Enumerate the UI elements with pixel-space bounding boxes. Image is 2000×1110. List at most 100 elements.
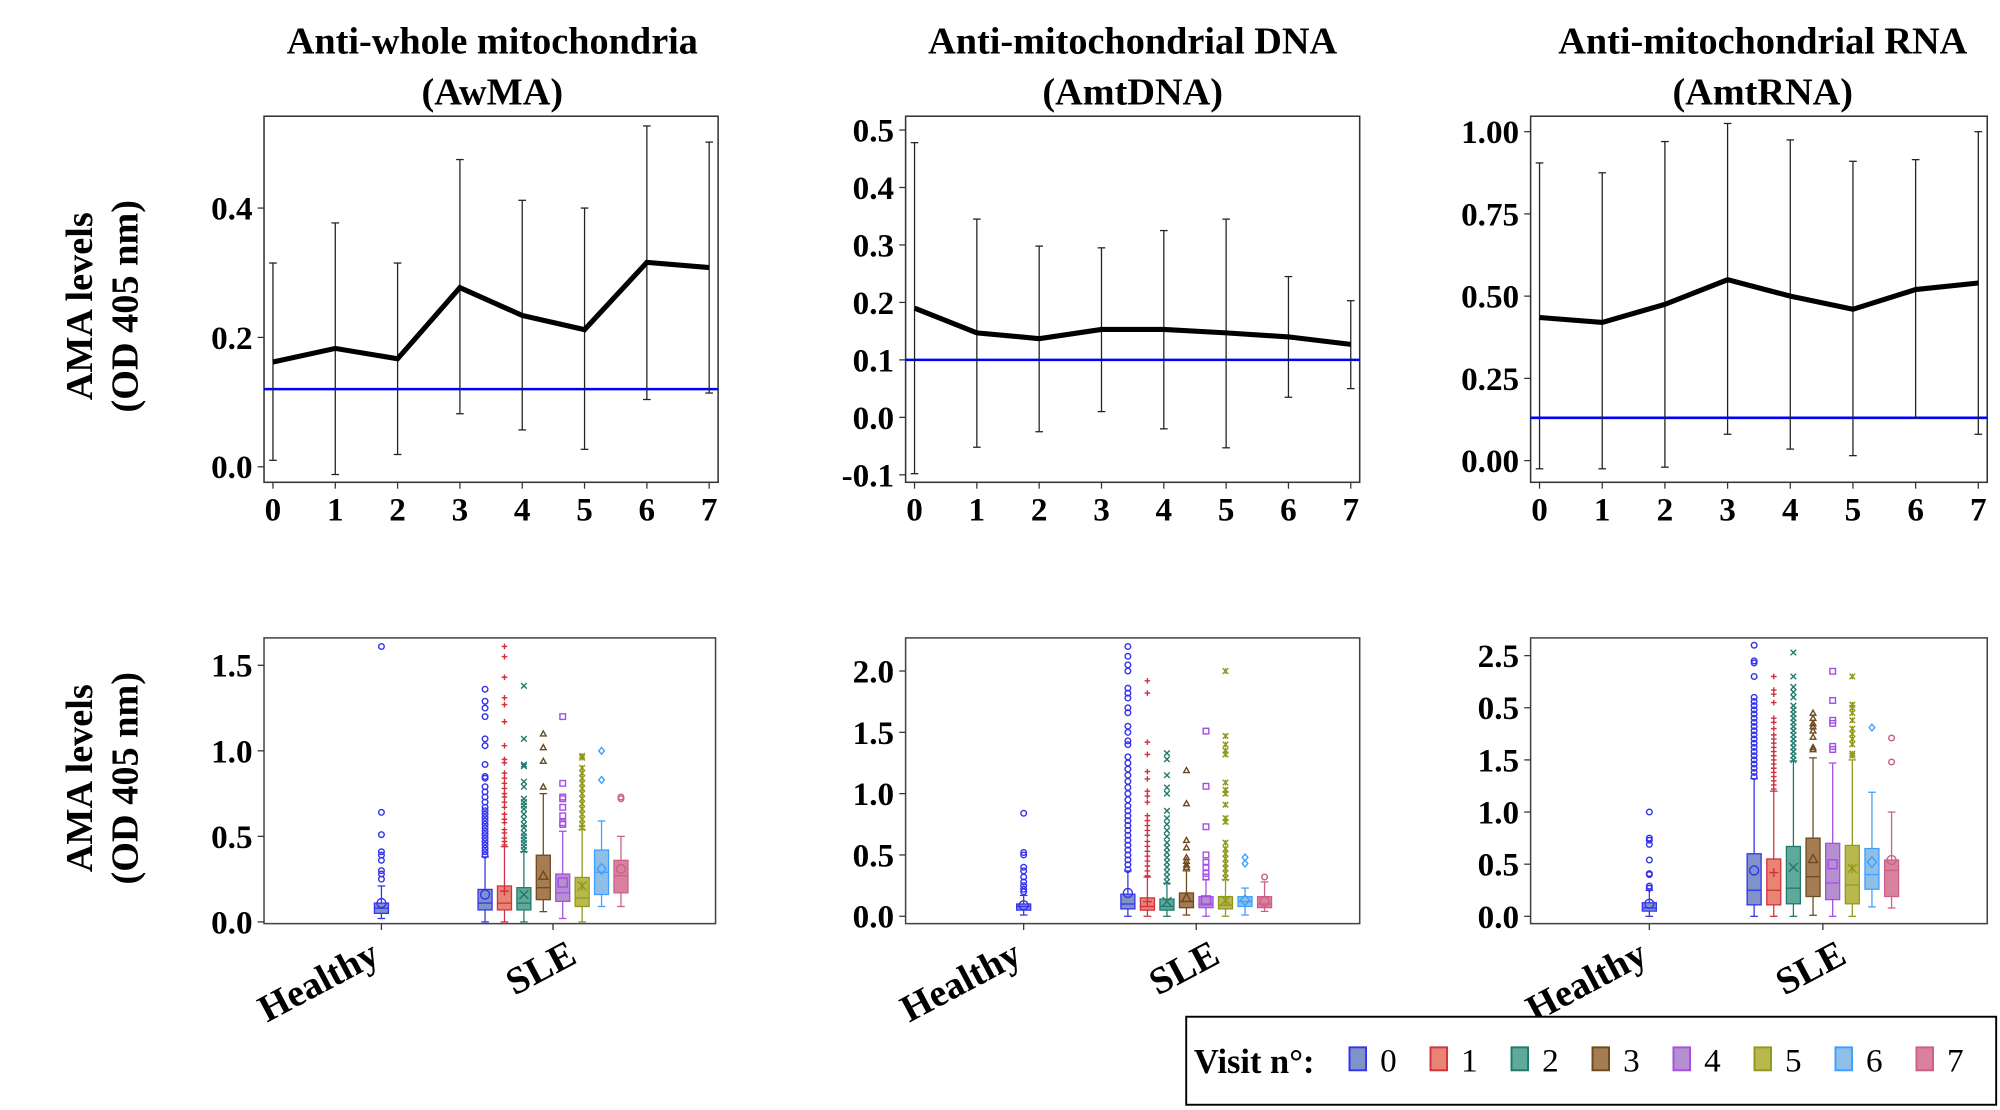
outlier-point [1182, 856, 1191, 865]
outlier-point [1124, 722, 1132, 730]
outlier-point [1163, 854, 1171, 861]
outlier-point [1144, 863, 1151, 869]
x-tick-label: 0 [265, 492, 282, 529]
outlier-point [1144, 812, 1151, 819]
outlier-point [1124, 851, 1132, 859]
legend-item-visit-2: 2 [1510, 1043, 1559, 1080]
x-tick-label: 4 [514, 492, 531, 529]
outlier-point [1750, 714, 1758, 722]
mean-marker [1180, 891, 1193, 903]
outlier-point [1144, 853, 1151, 859]
outlier-point [481, 841, 489, 849]
outlier-point [520, 778, 528, 785]
x-tick-label: 0 [1531, 492, 1548, 529]
outlier-point [1163, 849, 1171, 856]
legend-item-visit-7: 7 [1915, 1043, 1964, 1080]
y-tick-label: 1.0 [1478, 795, 1519, 832]
outlier-point [1849, 740, 1856, 748]
outlier-point [377, 867, 385, 875]
outlier-point [1750, 641, 1758, 649]
outlier-point [481, 735, 489, 743]
legend-label: 6 [1866, 1043, 1883, 1080]
boxplot-visit-2 [516, 682, 532, 923]
outlier-point [481, 685, 489, 693]
outlier-point [1750, 731, 1758, 739]
outlier-point [1790, 688, 1797, 696]
outlier-point [501, 756, 508, 763]
mean-marker [1142, 897, 1152, 907]
outlier-point [1750, 748, 1758, 756]
line-panel-0: 0.0 0.2 0.4 0 1 2 3 4 5 6 7 [211, 115, 719, 529]
box [1805, 837, 1821, 898]
outlier-point [1144, 678, 1151, 684]
outlier-point [1750, 768, 1758, 776]
mean-marker [1018, 900, 1029, 911]
outlier-point [481, 817, 489, 825]
legend-swatch [1753, 1046, 1773, 1072]
outlier-point [1770, 699, 1777, 706]
boxplot-visit-4 [1198, 727, 1214, 917]
outlier-point [1163, 784, 1171, 791]
y-tick-label: 2.0 [853, 653, 894, 690]
legend-swatch [1510, 1046, 1530, 1072]
legend-label: 4 [1704, 1043, 1721, 1080]
y-tick-label: 0.5 [1478, 690, 1519, 727]
mean-line [272, 259, 710, 365]
legend-item-visit-5: 5 [1753, 1043, 1802, 1080]
legend-swatch [1429, 1046, 1449, 1072]
outlier-point [1809, 719, 1818, 727]
box [1641, 902, 1657, 912]
outlier-point [1222, 747, 1229, 755]
mean-marker [1200, 895, 1212, 906]
boxplot-visit-3 [1178, 766, 1195, 916]
outlier-point [1163, 868, 1171, 876]
outlier-point [1202, 782, 1210, 790]
outlier-point [1020, 851, 1028, 859]
outlier-point [1163, 878, 1171, 886]
outlier-point [578, 774, 586, 782]
outlier-point [1124, 807, 1132, 815]
mean-marker [577, 881, 588, 891]
legend-item-visit-4: 4 [1672, 1043, 1721, 1080]
outlier-point [1222, 786, 1229, 794]
box [516, 887, 532, 911]
outlier-point [481, 820, 489, 828]
mean-line [913, 305, 1352, 347]
outlier-point [1222, 667, 1229, 675]
outlier-point [501, 718, 508, 725]
outlier-point [1222, 741, 1229, 748]
outlier-point [501, 770, 508, 776]
y-axis-label-top-line1: AMA levels [59, 212, 101, 400]
outlier-point [1163, 771, 1171, 779]
outlier-point [1222, 801, 1229, 808]
y-tick-label: 1.00 [1461, 114, 1519, 151]
outlier-point [1829, 696, 1837, 704]
outlier-point [1222, 870, 1229, 877]
mean-marker [615, 863, 627, 875]
x-tick-label: 3 [1093, 492, 1110, 529]
outlier-point [1202, 858, 1210, 866]
boxplot-visit-0 [373, 642, 390, 920]
outlier-point [1888, 734, 1896, 742]
outlier-point [1144, 690, 1151, 696]
outlier-point [578, 769, 586, 777]
y-tick-label: 0.50 [1461, 279, 1519, 316]
legend-item-visit-3: 3 [1591, 1043, 1640, 1080]
outlier-point [1829, 716, 1837, 724]
boxplot-visit-6 [1864, 723, 1880, 908]
line-panel-2: 0.00 0.25 0.50 0.75 1.00 0 1 2 3 4 5 6 7 [1461, 114, 1989, 529]
outlier-point [578, 800, 586, 808]
outlier-point [1888, 758, 1896, 766]
boxplot-visit-0 [1746, 641, 1762, 917]
category-label-healthy: Healthy [251, 933, 385, 1031]
category-label-healthy: Healthy [894, 933, 1028, 1031]
outlier-point [377, 870, 385, 878]
outlier-point [1750, 706, 1758, 714]
x-tick-label: 2 [1657, 492, 1674, 529]
boxplot-visit-0 [477, 685, 493, 923]
outlier-point [1645, 870, 1653, 878]
outlier-point [1163, 790, 1171, 797]
y-tick-label: 0.2 [211, 320, 252, 357]
y-tick-label: -0.1 [842, 457, 894, 494]
box [1746, 853, 1762, 906]
